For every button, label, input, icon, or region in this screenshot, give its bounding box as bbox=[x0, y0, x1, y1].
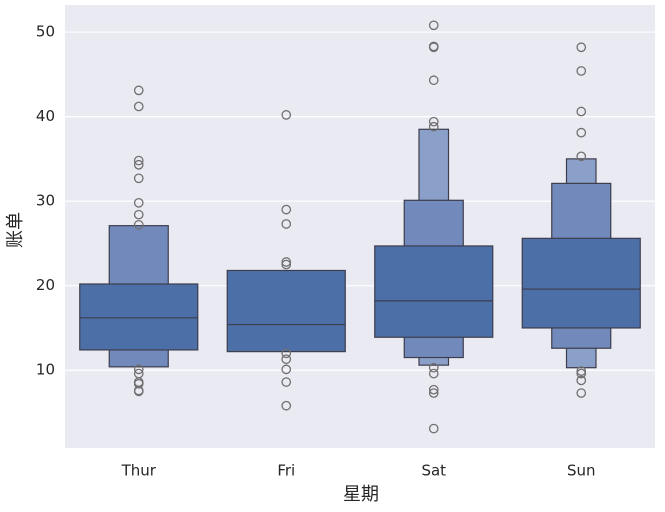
outlier bbox=[576, 375, 587, 386]
outlier bbox=[428, 75, 439, 86]
outlier bbox=[281, 219, 292, 229]
letter-value-box bbox=[79, 283, 199, 351]
y-tick-label: 40 bbox=[36, 107, 55, 125]
outlier bbox=[428, 384, 439, 395]
letter-value-box bbox=[374, 245, 494, 338]
outlier bbox=[133, 209, 144, 220]
outlier bbox=[133, 101, 144, 112]
outlier bbox=[576, 368, 587, 379]
outlier bbox=[281, 364, 292, 375]
outlier bbox=[133, 173, 144, 184]
outlier bbox=[576, 388, 587, 398]
y-tick-label: 50 bbox=[36, 23, 55, 41]
letter-value-box bbox=[226, 269, 346, 353]
outlier bbox=[133, 378, 144, 389]
outlier bbox=[428, 20, 439, 31]
outlier bbox=[281, 400, 292, 411]
outlier bbox=[428, 423, 439, 434]
outlier bbox=[133, 386, 144, 397]
x-tick-label: Fri bbox=[277, 462, 295, 480]
outlier bbox=[576, 151, 587, 162]
outlier bbox=[133, 155, 144, 166]
outlier bbox=[281, 110, 292, 120]
outlier bbox=[576, 366, 587, 376]
outlier bbox=[428, 388, 439, 398]
letter-value-box bbox=[521, 237, 641, 329]
outlier bbox=[281, 259, 292, 270]
outlier bbox=[133, 159, 144, 170]
outlier bbox=[281, 348, 292, 359]
outlier bbox=[576, 66, 587, 76]
outlier bbox=[133, 85, 144, 96]
outlier bbox=[576, 127, 587, 138]
y-tick-label: 30 bbox=[36, 192, 55, 210]
outlier bbox=[281, 354, 292, 365]
x-tick-label: Sun bbox=[567, 462, 596, 480]
outlier bbox=[428, 121, 439, 132]
outlier bbox=[428, 362, 439, 373]
outlier bbox=[428, 116, 439, 127]
outlier bbox=[281, 377, 292, 387]
outlier bbox=[133, 219, 144, 230]
outlier bbox=[281, 257, 292, 267]
y-axis-label: 账单 bbox=[5, 212, 26, 248]
outlier bbox=[281, 204, 292, 215]
outlier bbox=[133, 364, 144, 375]
x-tick-label: Sat bbox=[421, 462, 446, 480]
outlier bbox=[428, 42, 439, 53]
outlier bbox=[576, 42, 587, 53]
y-tick-label: 20 bbox=[36, 276, 55, 294]
y-tick-label: 10 bbox=[36, 361, 55, 379]
outlier bbox=[133, 197, 144, 208]
x-tick-label: Thur bbox=[121, 462, 157, 480]
outlier bbox=[428, 368, 439, 379]
x-axis-label: 星期 bbox=[343, 484, 379, 505]
outlier bbox=[576, 106, 587, 117]
